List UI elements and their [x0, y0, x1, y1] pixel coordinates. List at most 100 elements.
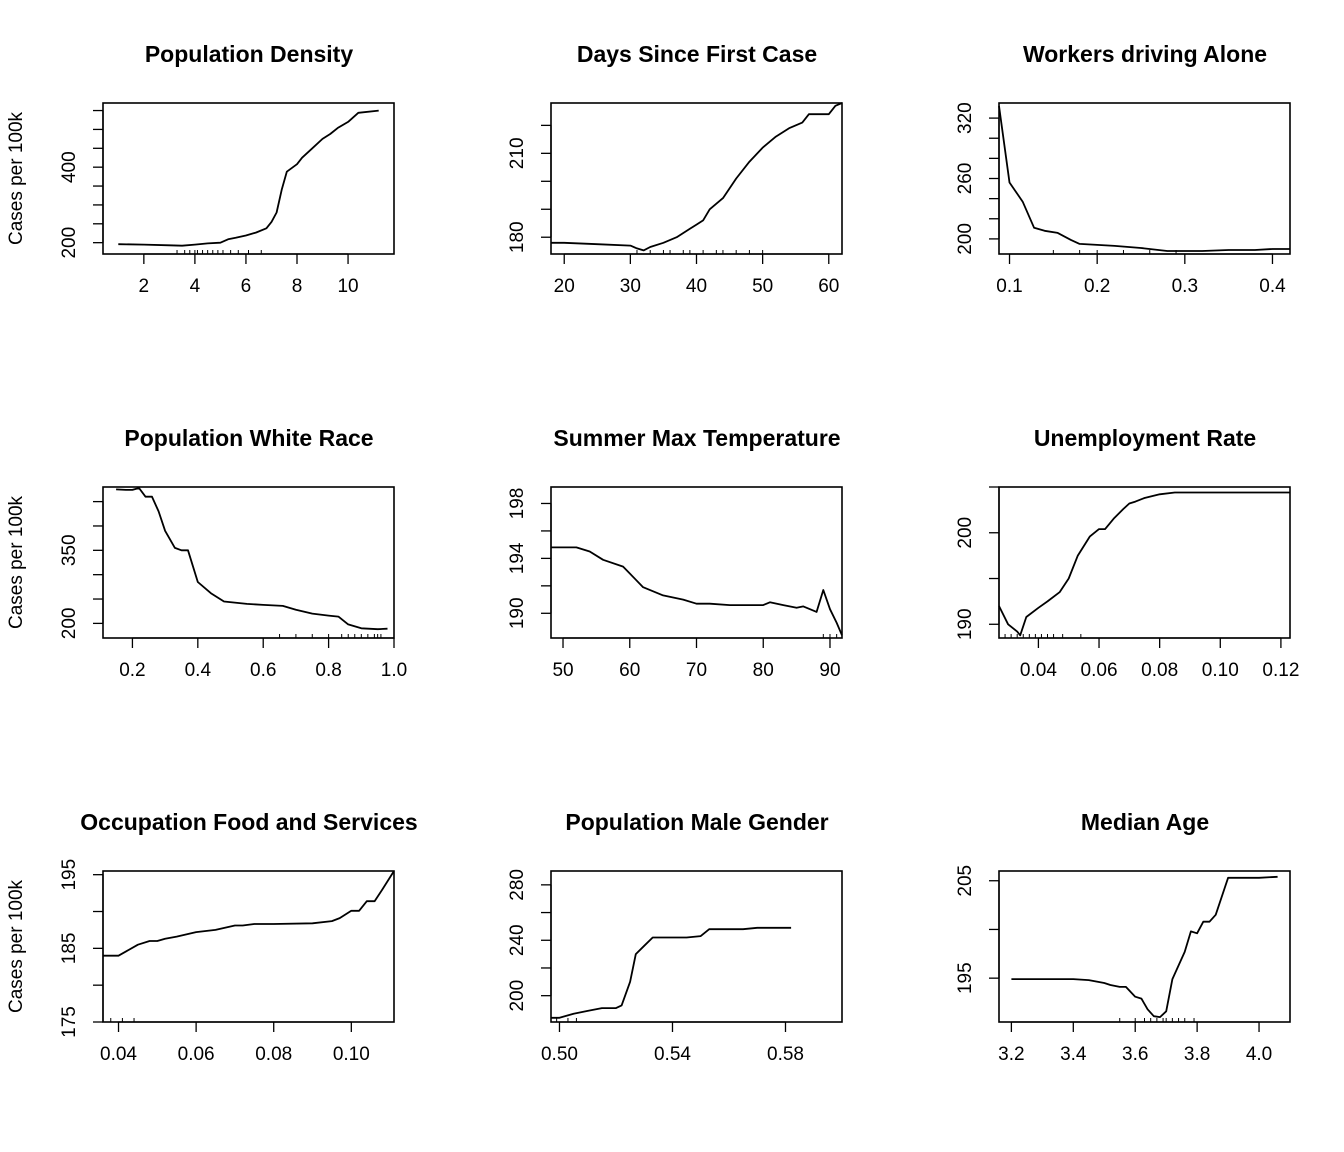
- y-tick-label: 205: [955, 865, 976, 897]
- plot-frame: [550, 870, 843, 1023]
- series-line: [998, 105, 1290, 252]
- x-tick-label: 60: [818, 276, 839, 297]
- y-tick-label: 190: [955, 608, 976, 640]
- plot-frame: [998, 486, 1291, 639]
- x-tick-label: 50: [552, 660, 573, 681]
- x-tick-label: 0.54: [654, 1044, 691, 1065]
- plot-frame: [102, 102, 395, 255]
- plot-frame: [998, 102, 1291, 255]
- series-line: [1011, 875, 1278, 1018]
- x-tick-label: 8: [292, 276, 303, 297]
- x-tick-label: 0.08: [255, 1044, 292, 1065]
- series-line: [118, 109, 379, 247]
- x-tick-label: 40: [686, 276, 707, 297]
- y-tick-label: 200: [507, 980, 528, 1012]
- panel-9: Median Age 3.2 3.4 3.6 3.8 4.0 195 205: [955, 809, 1291, 1065]
- x-tick-label: 0.58: [767, 1044, 804, 1065]
- panel-4: Population White Race 0.2 0.4 0.6 0.8 1.0 200 3…: [6, 425, 407, 681]
- x-tick-label: 0.4: [185, 660, 212, 681]
- x-tick-label: 0.04: [1020, 660, 1057, 681]
- x-tick-label: 0.10: [1202, 660, 1239, 681]
- series-line: [551, 102, 843, 252]
- x-tick-label: 3.8: [1184, 1044, 1210, 1065]
- x-tick-label: 70: [686, 660, 707, 681]
- plot-frame: [550, 486, 843, 639]
- panel-title: Unemployment Rate: [1034, 425, 1256, 451]
- y-tick-label: 210: [507, 137, 528, 169]
- x-tick-label: 0.3: [1172, 276, 1198, 297]
- y-tick-label: 195: [955, 962, 976, 994]
- x-tick-label: 0.50: [541, 1044, 578, 1065]
- panel-1: Population Density 2 4 6 8 10 200 400 Cases per …: [6, 41, 395, 297]
- panel-7: Occupation Food and Services 0.04 0.06 0.08…: [6, 809, 418, 1065]
- panel-6: Unemployment Rate 0.04 0.06 0.08 0.10 0.12 190…: [955, 425, 1299, 681]
- series-line: [998, 491, 1290, 637]
- plot-frame: [102, 486, 395, 639]
- x-tick-label: 3.4: [1060, 1044, 1087, 1065]
- series-line: [116, 487, 388, 631]
- y-tick-label: 185: [59, 932, 80, 964]
- plot-frame: [102, 870, 395, 1023]
- y-axis-label: Cases per 100k: [6, 879, 27, 1013]
- y-tick-label: 240: [507, 924, 528, 956]
- panel-2: Days Since First Case 20 30 40 50 60 180 210: [507, 41, 843, 297]
- x-tick-label: 0.2: [119, 660, 145, 681]
- panel-title: Population White Race: [124, 425, 373, 451]
- y-tick-label: 280: [507, 869, 528, 901]
- x-tick-label: 3.2: [998, 1044, 1024, 1065]
- y-tick-label: 260: [955, 163, 976, 195]
- x-tick-label: 30: [620, 276, 641, 297]
- panel-title: Median Age: [1081, 809, 1209, 835]
- y-tick-label: 200: [955, 517, 976, 549]
- y-tick-label: 175: [59, 1006, 80, 1038]
- plot-frame: [550, 102, 843, 255]
- x-tick-label: 0.06: [178, 1044, 215, 1065]
- x-tick-label: 2: [139, 276, 150, 297]
- y-tick-label: 350: [59, 534, 80, 566]
- x-tick-label: 0.08: [1141, 660, 1178, 681]
- x-tick-label: 3.6: [1122, 1044, 1148, 1065]
- y-tick-label: 200: [955, 223, 976, 255]
- y-tick-label: 200: [59, 227, 80, 259]
- y-tick-label: 320: [955, 102, 976, 134]
- x-tick-label: 0.6: [250, 660, 276, 681]
- panel-title: Summer Max Temperature: [553, 425, 840, 451]
- x-tick-label: 0.8: [315, 660, 341, 681]
- panel-5: Summer Max Temperature 50 60 70 80 90 190 194 19…: [507, 425, 843, 681]
- x-tick-label: 0.12: [1262, 660, 1299, 681]
- y-tick-label: 198: [507, 488, 528, 520]
- y-tick-label: 400: [59, 151, 80, 183]
- x-tick-label: 20: [554, 276, 575, 297]
- x-tick-label: 4.0: [1246, 1044, 1272, 1065]
- x-tick-label: 80: [753, 660, 774, 681]
- x-tick-label: 6: [241, 276, 252, 297]
- series-line: [551, 546, 843, 636]
- plot-frame: [998, 870, 1291, 1023]
- panel-3: Workers driving Alone 0.1 0.2 0.3 0.4 200 260 3…: [955, 41, 1291, 297]
- y-tick-label: 194: [507, 542, 528, 574]
- x-tick-label: 0.4: [1259, 276, 1286, 297]
- panel-title: Occupation Food and Services: [80, 809, 417, 835]
- panel-title: Days Since First Case: [577, 41, 817, 67]
- x-tick-label: 0.2: [1084, 276, 1110, 297]
- series-line: [103, 870, 395, 957]
- panel-title: Population Male Gender: [565, 809, 828, 835]
- y-tick-label: 190: [507, 597, 528, 629]
- panel-title: Population Density: [145, 41, 354, 67]
- panel-8: Population Male Gender 0.50 0.54 0.58 200 240…: [507, 809, 843, 1065]
- x-tick-label: 50: [752, 276, 773, 297]
- x-tick-label: 1.0: [381, 660, 407, 681]
- y-tick-label: 195: [59, 859, 80, 891]
- y-tick-label: 200: [59, 608, 80, 640]
- y-tick-label: 180: [507, 221, 528, 253]
- x-tick-label: 0.10: [333, 1044, 370, 1065]
- series-line: [551, 926, 792, 1019]
- x-tick-label: 10: [337, 276, 358, 297]
- x-tick-label: 4: [190, 276, 201, 297]
- x-tick-label: 0.04: [100, 1044, 137, 1065]
- x-tick-label: 90: [819, 660, 840, 681]
- panel-title: Workers driving Alone: [1023, 41, 1267, 67]
- x-tick-label: 60: [619, 660, 640, 681]
